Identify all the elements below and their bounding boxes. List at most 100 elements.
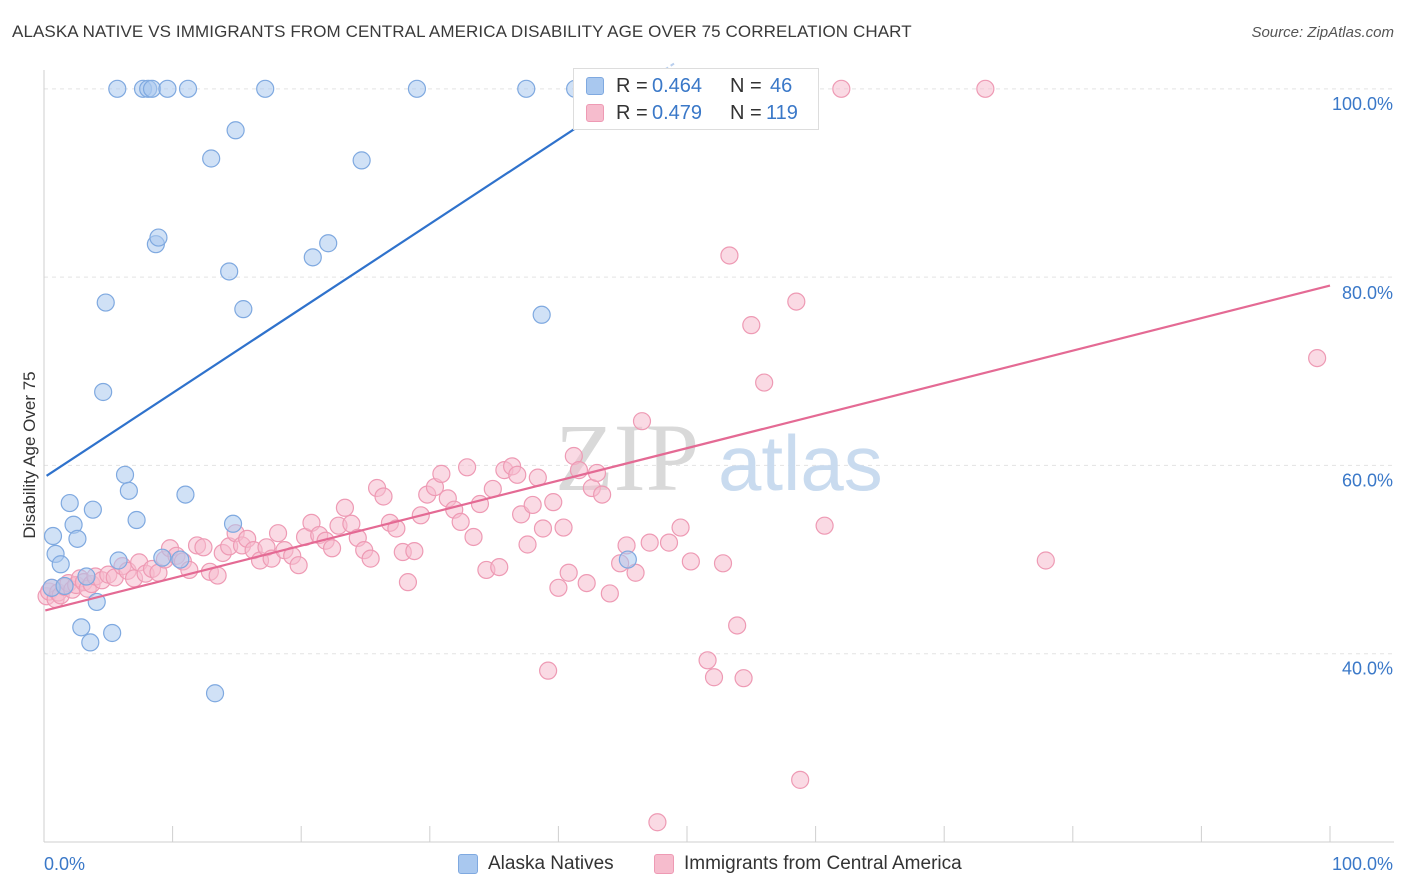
point-immigrants [208,566,227,585]
point-immigrants [720,246,739,265]
correlation-stats-box: R = 0.464 N = 46 R = 0.479 N = 119 [573,68,819,130]
point-alaska [51,555,70,574]
point-alaska [115,465,135,484]
stats-n-label: N = [730,102,762,124]
point-immigrants [734,669,753,688]
point-immigrants [648,813,667,832]
point-immigrants [577,573,596,593]
point-immigrants [322,539,342,558]
point-alaska [532,305,551,324]
chart-legend: Alaska Natives Immigrants from Central A… [0,852,1406,878]
point-immigrants [632,412,652,431]
point-alaska [153,548,172,567]
chart-title: ALASKA NATIVE VS IMMIGRANTS FROM CENTRAL… [12,22,912,41]
point-immigrants [659,533,679,552]
point-immigrants [490,557,509,577]
point-immigrants [559,563,578,582]
legend-swatch-alaska [458,854,478,874]
point-immigrants [387,519,406,538]
point-alaska [407,79,427,98]
point-immigrants [815,516,834,535]
point-immigrants [398,573,418,592]
point-immigrants [523,495,542,515]
point-alaska [43,526,63,546]
axes [43,70,1394,843]
point-immigrants [374,487,393,506]
point-immigrants [533,519,553,538]
point-immigrants [976,79,995,98]
point-immigrants [681,552,700,571]
point-immigrants [1036,551,1055,570]
point-immigrants [698,651,717,670]
point-alaska [55,576,74,596]
y-tick-label: 40.0% [1342,659,1393,679]
point-alaska [127,510,146,530]
x-tick-label: 100.0% [1332,854,1393,874]
point-alaska [205,684,225,703]
point-immigrants [1308,348,1327,368]
stats-r-value: 0.479 [652,102,703,124]
point-immigrants [640,533,659,552]
point-immigrants [704,668,724,687]
point-immigrants [335,498,355,517]
stats-swatch-alaska [586,77,604,95]
point-alaska [234,300,253,319]
point-alaska [96,293,115,312]
point-alaska [72,618,91,637]
source-label: Source: ZipAtlas.com [1251,24,1394,41]
legend-label: Immigrants from Central America [684,853,962,874]
point-alaska [517,79,536,98]
y-tick-label: 80.0% [1342,283,1393,303]
stats-row-alaska: R = 0.464 N = 46 [574,73,820,101]
point-immigrants [194,538,213,557]
point-immigrants [600,584,619,603]
point-alaska [68,529,87,548]
point-immigrants [451,512,470,532]
trend-line-immigrants [45,284,1331,612]
point-immigrants [508,465,527,484]
point-immigrants [742,316,761,335]
trend-line-alaska [45,87,637,477]
point-immigrants [544,493,563,512]
y-tick-label: 60.0% [1342,470,1393,490]
point-immigrants [832,79,851,98]
series-alaska-points [42,79,637,703]
point-immigrants [361,549,380,568]
point-immigrants [713,554,733,573]
point-immigrants [464,527,483,547]
point-alaska [81,633,100,652]
tick-labels: 40.0% 60.0% 80.0% 100.0% 0.0% 100.0% [44,94,1393,874]
point-alaska [109,551,128,570]
point-alaska [226,121,245,140]
point-alaska [142,79,162,98]
point-alaska [176,485,195,504]
point-immigrants [432,464,451,483]
point-alaska [60,493,79,513]
stats-swatch-immigrants [586,104,604,122]
point-alaska [256,79,275,98]
legend-swatch-immigrants [654,854,674,874]
point-alaska [77,567,96,586]
point-alaska [618,550,637,569]
point-immigrants [268,524,288,543]
y-tick-label: 100.0% [1332,94,1393,114]
point-immigrants [671,518,690,537]
point-immigrants [539,661,558,680]
point-immigrants [289,556,308,575]
stats-n-value: 46 [770,75,793,97]
point-alaska [202,149,221,168]
x-tick-label: 0.0% [44,854,85,874]
point-alaska [319,234,338,253]
point-alaska [83,500,102,519]
point-alaska [171,550,190,569]
watermark-atlas: atlas [718,419,883,507]
point-alaska [158,79,177,98]
stats-row-immigrants: R = 0.479 N = 119 [574,100,820,128]
point-alaska [94,382,113,402]
point-immigrants [791,770,810,789]
point-immigrants [554,518,573,537]
point-alaska [103,623,122,643]
point-immigrants [728,616,747,635]
point-alaska [303,248,322,267]
